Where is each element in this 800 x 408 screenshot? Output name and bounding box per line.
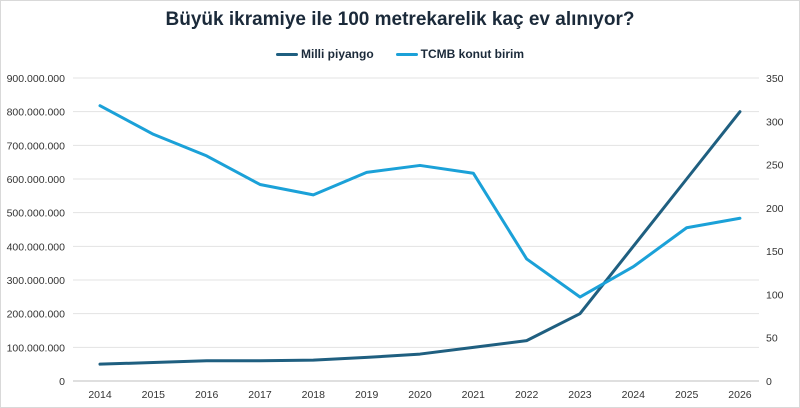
right-tick-label: 0	[766, 376, 772, 388]
left-tick-label: 100.000.000	[7, 342, 66, 354]
legend-item-tcmb: TCMB konut birim	[395, 47, 524, 61]
left-tick-label: 600.000.000	[7, 174, 66, 186]
left-tick-label: 0	[59, 376, 65, 388]
legend-item-milli-piyango: Milli piyango	[276, 47, 374, 61]
right-tick-label: 100	[766, 289, 784, 301]
x-tick-label: 2020	[408, 389, 432, 401]
left-tick-label: 700.000.000	[7, 140, 66, 152]
x-tick-label: 2022	[515, 389, 539, 401]
right-tick-label: 350	[766, 73, 784, 85]
legend-label: TCMB konut birim	[420, 47, 524, 61]
right-tick-label: 150	[766, 246, 784, 258]
x-tick-label: 2019	[355, 389, 379, 401]
x-tick-label: 2021	[462, 389, 486, 401]
x-tick-label: 2015	[142, 389, 166, 401]
x-tick-label: 2016	[195, 389, 219, 401]
right-tick-label: 300	[766, 116, 784, 128]
left-tick-label: 800.000.000	[7, 107, 66, 119]
legend-swatch	[276, 52, 298, 56]
x-tick-label: 2025	[675, 389, 699, 401]
legend-label: Milli piyango	[301, 47, 374, 61]
x-tick-label: 2024	[622, 389, 646, 401]
legend-swatch	[395, 52, 418, 56]
chart-title: Büyük ikramiye ile 100 metrekarelik kaç …	[165, 9, 635, 30]
left-tick-label: 500.000.000	[7, 208, 66, 220]
right-tick-label: 250	[766, 160, 784, 172]
series-line-milli-piyango	[98, 110, 742, 366]
series-line-tcmb-konut-birim	[98, 104, 742, 299]
right-tick-label: 50	[766, 333, 778, 345]
left-tick-label: 200.000.000	[7, 309, 66, 321]
x-tick-label: 2014	[88, 389, 112, 401]
x-tick-label: 2026	[728, 389, 752, 401]
x-tick-label: 2023	[568, 389, 592, 401]
x-tick-label: 2018	[302, 389, 326, 401]
legend: Milli piyango TCMB konut birim	[1, 47, 799, 61]
left-tick-label: 900.000.000	[7, 73, 66, 85]
left-tick-label: 300.000.000	[7, 275, 66, 287]
right-tick-label: 200	[766, 203, 784, 215]
x-tick-label: 2017	[248, 389, 272, 401]
left-tick-label: 400.000.000	[7, 241, 66, 253]
